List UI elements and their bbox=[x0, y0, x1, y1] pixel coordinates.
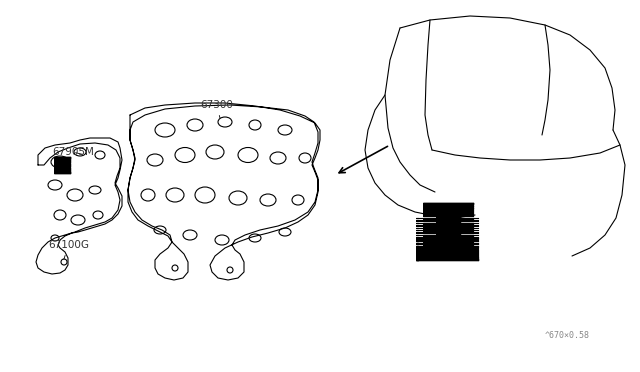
Text: 67300: 67300 bbox=[200, 100, 233, 118]
Text: 67100G: 67100G bbox=[48, 240, 89, 259]
Text: 67905M: 67905M bbox=[52, 147, 94, 157]
Text: ^670×0.58: ^670×0.58 bbox=[545, 331, 590, 340]
